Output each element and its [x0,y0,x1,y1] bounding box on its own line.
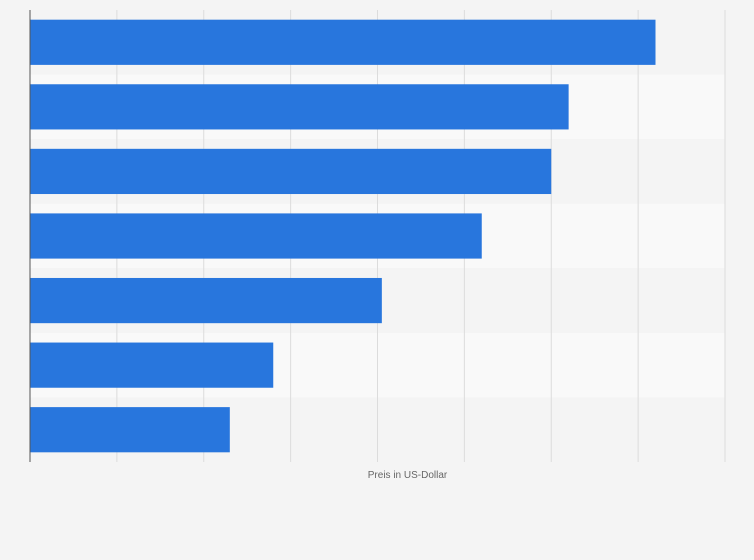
bar[interactable] [30,213,482,259]
bar[interactable] [30,407,230,453]
bar[interactable] [30,19,656,65]
bar[interactable] [30,84,569,130]
x-axis-label: Preis in US-Dollar [368,470,448,481]
bar[interactable] [30,342,274,388]
bars [30,19,656,453]
bar[interactable] [30,148,552,195]
bar[interactable] [30,277,382,324]
